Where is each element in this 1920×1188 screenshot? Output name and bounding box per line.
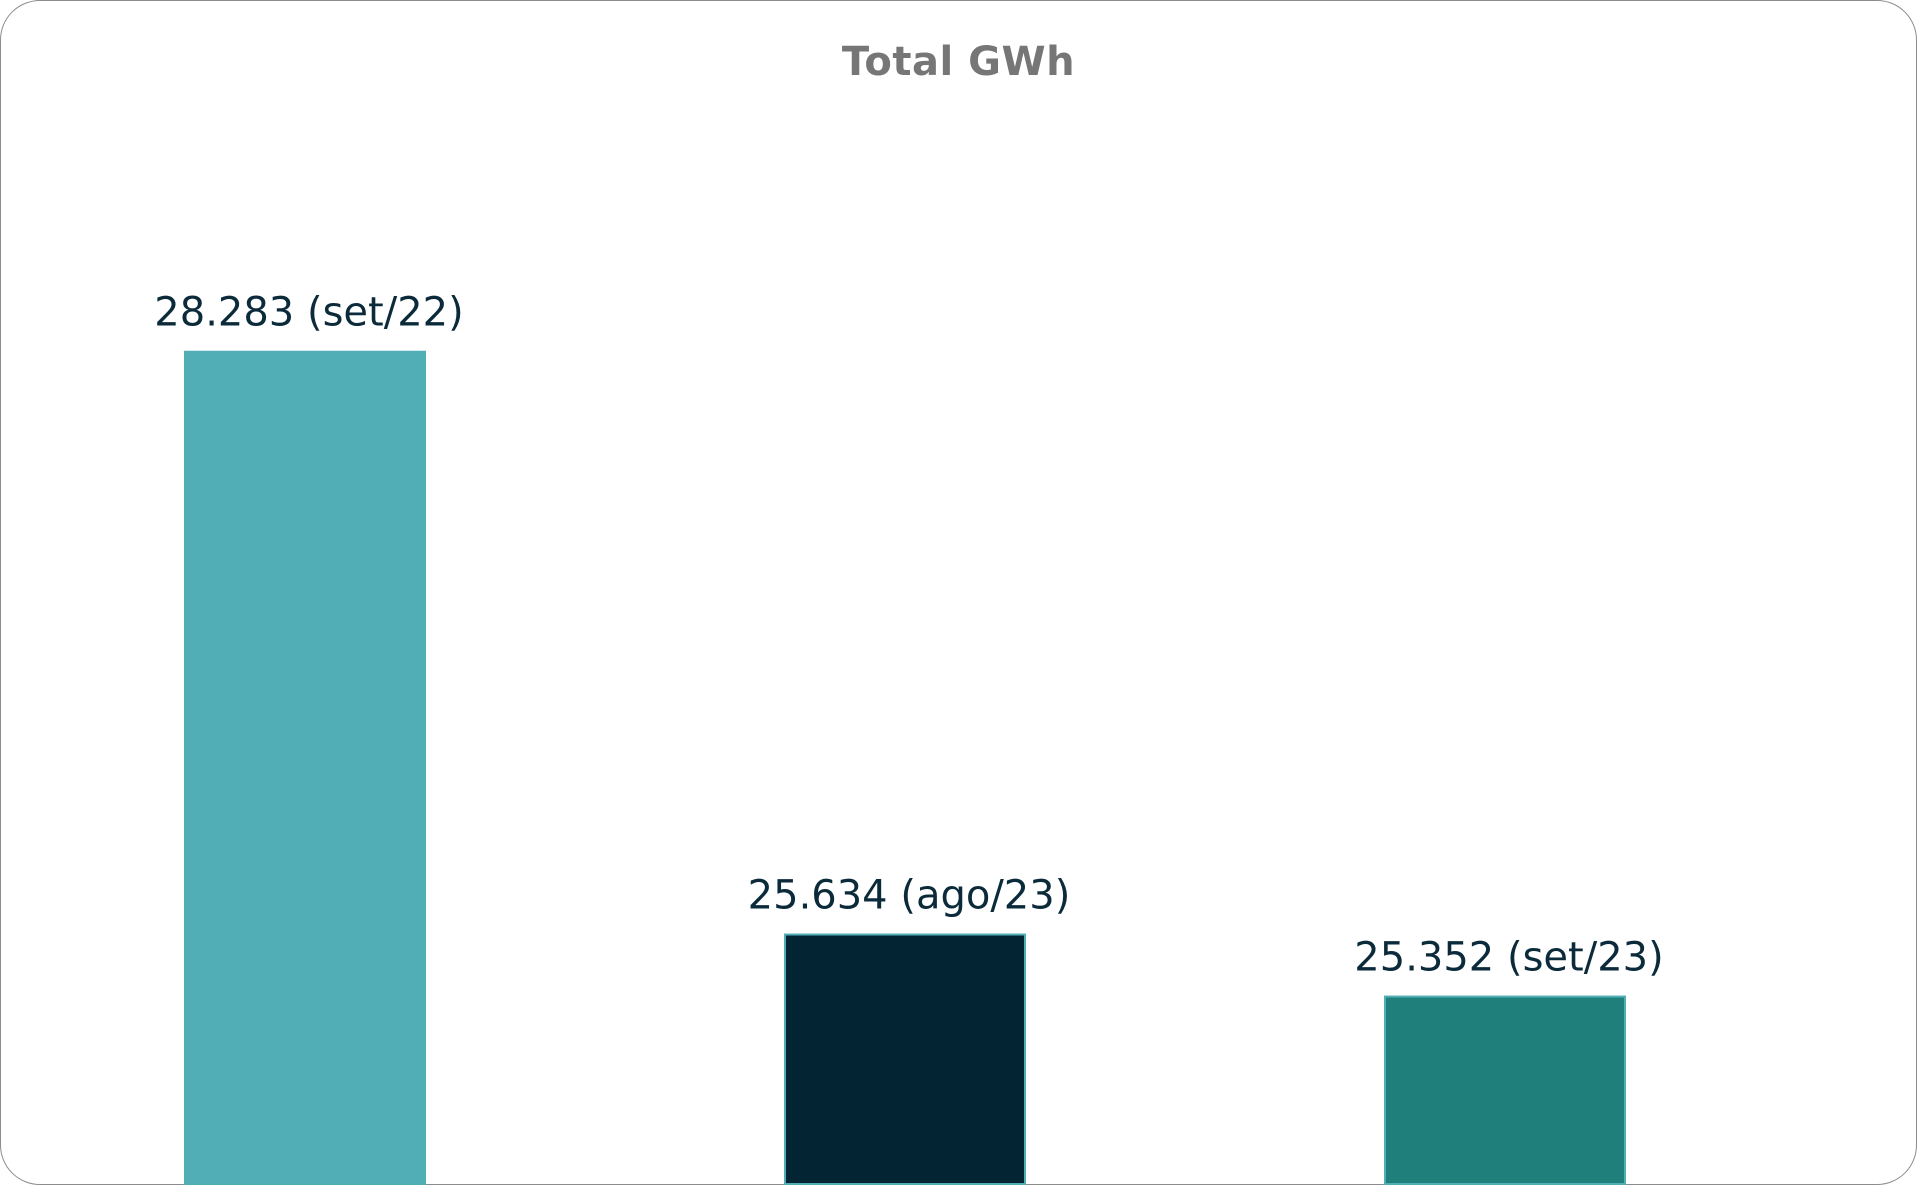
- data-label-ago-23: 25.634 (ago/23): [748, 873, 1071, 919]
- chart-title: Total GWh: [841, 39, 1076, 85]
- bar-set-23: [1384, 995, 1626, 1185]
- data-label-set-22: 28.283 (set/22): [154, 290, 463, 336]
- bar-set-22: [184, 350, 426, 1185]
- bar-ago-23: [784, 933, 1026, 1186]
- bars-layer: [184, 350, 1626, 1186]
- data-label-set-23: 25.352 (set/23): [1354, 935, 1663, 981]
- data-labels-layer: 28.283 (set/22) 25.634 (ago/23) 25.352 (se…: [154, 290, 1663, 981]
